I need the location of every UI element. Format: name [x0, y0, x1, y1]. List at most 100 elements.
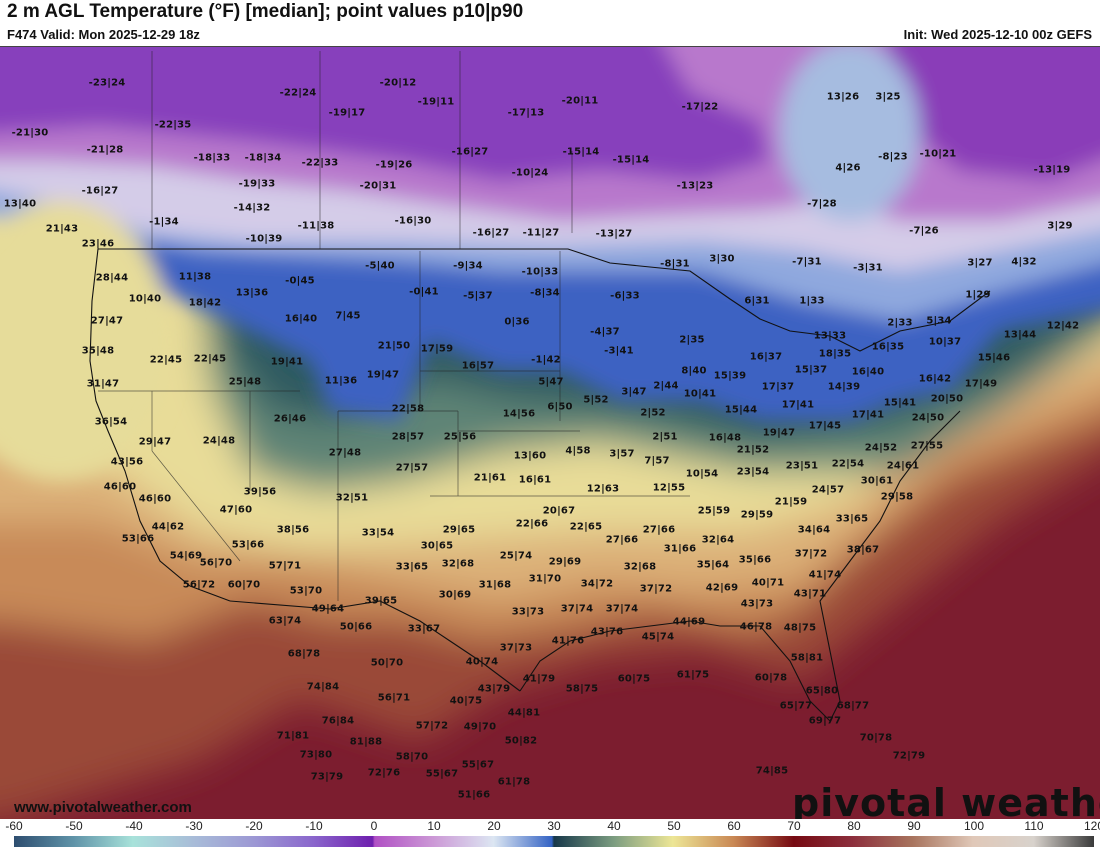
point-value: 16|48 [708, 432, 742, 444]
point-value: 8|40 [681, 365, 707, 377]
point-value: 22|66 [515, 518, 549, 530]
point-value: 5|34 [926, 315, 952, 327]
point-value: -21|28 [86, 144, 124, 156]
point-value: 68|78 [287, 648, 321, 660]
point-value: 37|74 [560, 603, 594, 615]
point-value: 3|25 [875, 91, 901, 103]
colorbar-labels: -60 -50 -40 -30 -20 -10 0 10 20 30 40 50 60 70 80 90 100… [0, 819, 1100, 835]
temperature-map: www.pivotalweather.com pivotal weather -… [0, 46, 1100, 819]
point-value: 23|54 [736, 466, 770, 478]
point-value: 0|36 [504, 316, 530, 328]
pacific-coast [89, 248, 231, 602]
point-value: 24|50 [911, 412, 945, 424]
point-value: -5|40 [365, 260, 395, 272]
colorbar-tick-label: 10 [427, 819, 441, 833]
colorbar-tick-label: -40 [125, 819, 143, 833]
point-value: -20|11 [561, 95, 599, 107]
point-value: 32|51 [335, 492, 369, 504]
point-value: 21|61 [473, 472, 507, 484]
point-value: 3|47 [621, 386, 647, 398]
point-value: 37|72 [639, 583, 673, 595]
point-value: 40|71 [751, 577, 785, 589]
watermark-url: www.pivotalweather.com [14, 799, 192, 816]
point-value: -15|14 [562, 146, 600, 158]
point-value: 37|73 [499, 642, 533, 654]
point-value: 28|44 [95, 272, 129, 284]
pivotal-weather-logo: pivotal weather [792, 781, 1100, 819]
point-value: 70|78 [859, 732, 893, 744]
point-value: 34|64 [797, 524, 831, 536]
point-value: 30|61 [860, 475, 894, 487]
point-value: -16|27 [451, 146, 489, 158]
point-value: 60|75 [617, 673, 651, 685]
point-value: 29|69 [548, 556, 582, 568]
point-value: 43|79 [477, 683, 511, 695]
point-value: 24|57 [811, 484, 845, 496]
point-value: -10|33 [521, 266, 559, 278]
point-value: 20|50 [930, 393, 964, 405]
point-value: 57|72 [415, 720, 449, 732]
point-value: 5|52 [583, 394, 609, 406]
point-value: 71|81 [276, 730, 310, 742]
point-value: 15|41 [883, 397, 917, 409]
point-value: 12|63 [586, 483, 620, 495]
point-value: -3|41 [604, 345, 634, 357]
point-value: 13|36 [235, 287, 269, 299]
point-value: 23|51 [785, 460, 819, 472]
point-value: -11|38 [297, 220, 335, 232]
point-value: 12|55 [652, 482, 686, 494]
point-value: 10|41 [683, 388, 717, 400]
point-value: 1|29 [965, 289, 991, 301]
point-value: 24|61 [886, 460, 920, 472]
point-value: 27|47 [90, 315, 124, 327]
point-value: 2|35 [679, 334, 705, 346]
point-value: 47|60 [219, 504, 253, 516]
point-value: 68|77 [836, 700, 870, 712]
point-value: 17|41 [781, 399, 815, 411]
point-value: 26|46 [273, 413, 307, 425]
point-value: 16|57 [461, 360, 495, 372]
point-value: -18|34 [244, 152, 282, 164]
point-value: 12|42 [1046, 320, 1080, 332]
colorbar-tick-label: 120 [1083, 819, 1100, 833]
point-value: 54|69 [169, 550, 203, 562]
point-value: 21|43 [45, 223, 79, 235]
point-value: 41|74 [808, 569, 842, 581]
point-value: 50|70 [370, 657, 404, 669]
point-value: 25|74 [499, 550, 533, 562]
point-value: -8|23 [878, 151, 908, 163]
point-value: -0|41 [409, 286, 439, 298]
purple-band [0, 47, 770, 181]
point-value: -13|19 [1033, 164, 1071, 176]
point-value: 27|55 [910, 440, 944, 452]
point-value: -19|11 [417, 96, 455, 108]
point-value: -16|27 [472, 227, 510, 239]
point-value: 61|78 [497, 776, 531, 788]
point-value: 43|71 [793, 588, 827, 600]
point-value: -7|31 [792, 256, 822, 268]
point-value: -17|13 [507, 107, 545, 119]
point-value: -19|17 [328, 107, 366, 119]
point-value: 19|47 [366, 369, 400, 381]
point-value: 60|78 [754, 672, 788, 684]
point-value: 11|36 [324, 375, 358, 387]
point-value: 44|69 [672, 616, 706, 628]
point-value: -4|37 [590, 326, 620, 338]
point-value: 14|39 [827, 381, 861, 393]
point-value: 13|40 [3, 198, 37, 210]
point-value: 16|37 [749, 351, 783, 363]
point-value: 15|44 [724, 404, 758, 416]
point-value: -22|33 [301, 157, 339, 169]
point-value: 38|56 [276, 524, 310, 536]
colorbar-tick-label: 110 [1024, 819, 1044, 833]
point-value: 15|37 [794, 364, 828, 376]
point-value: 55|67 [425, 768, 459, 780]
point-value: 13|60 [513, 450, 547, 462]
point-value: 3|57 [609, 448, 635, 460]
point-value: 81|88 [349, 736, 383, 748]
point-value: 72|79 [892, 750, 926, 762]
colorbar-tick-label: -50 [65, 819, 83, 833]
point-value: 61|75 [676, 669, 710, 681]
temperature-colorbar [14, 836, 1094, 847]
point-value: 10|54 [685, 468, 719, 480]
